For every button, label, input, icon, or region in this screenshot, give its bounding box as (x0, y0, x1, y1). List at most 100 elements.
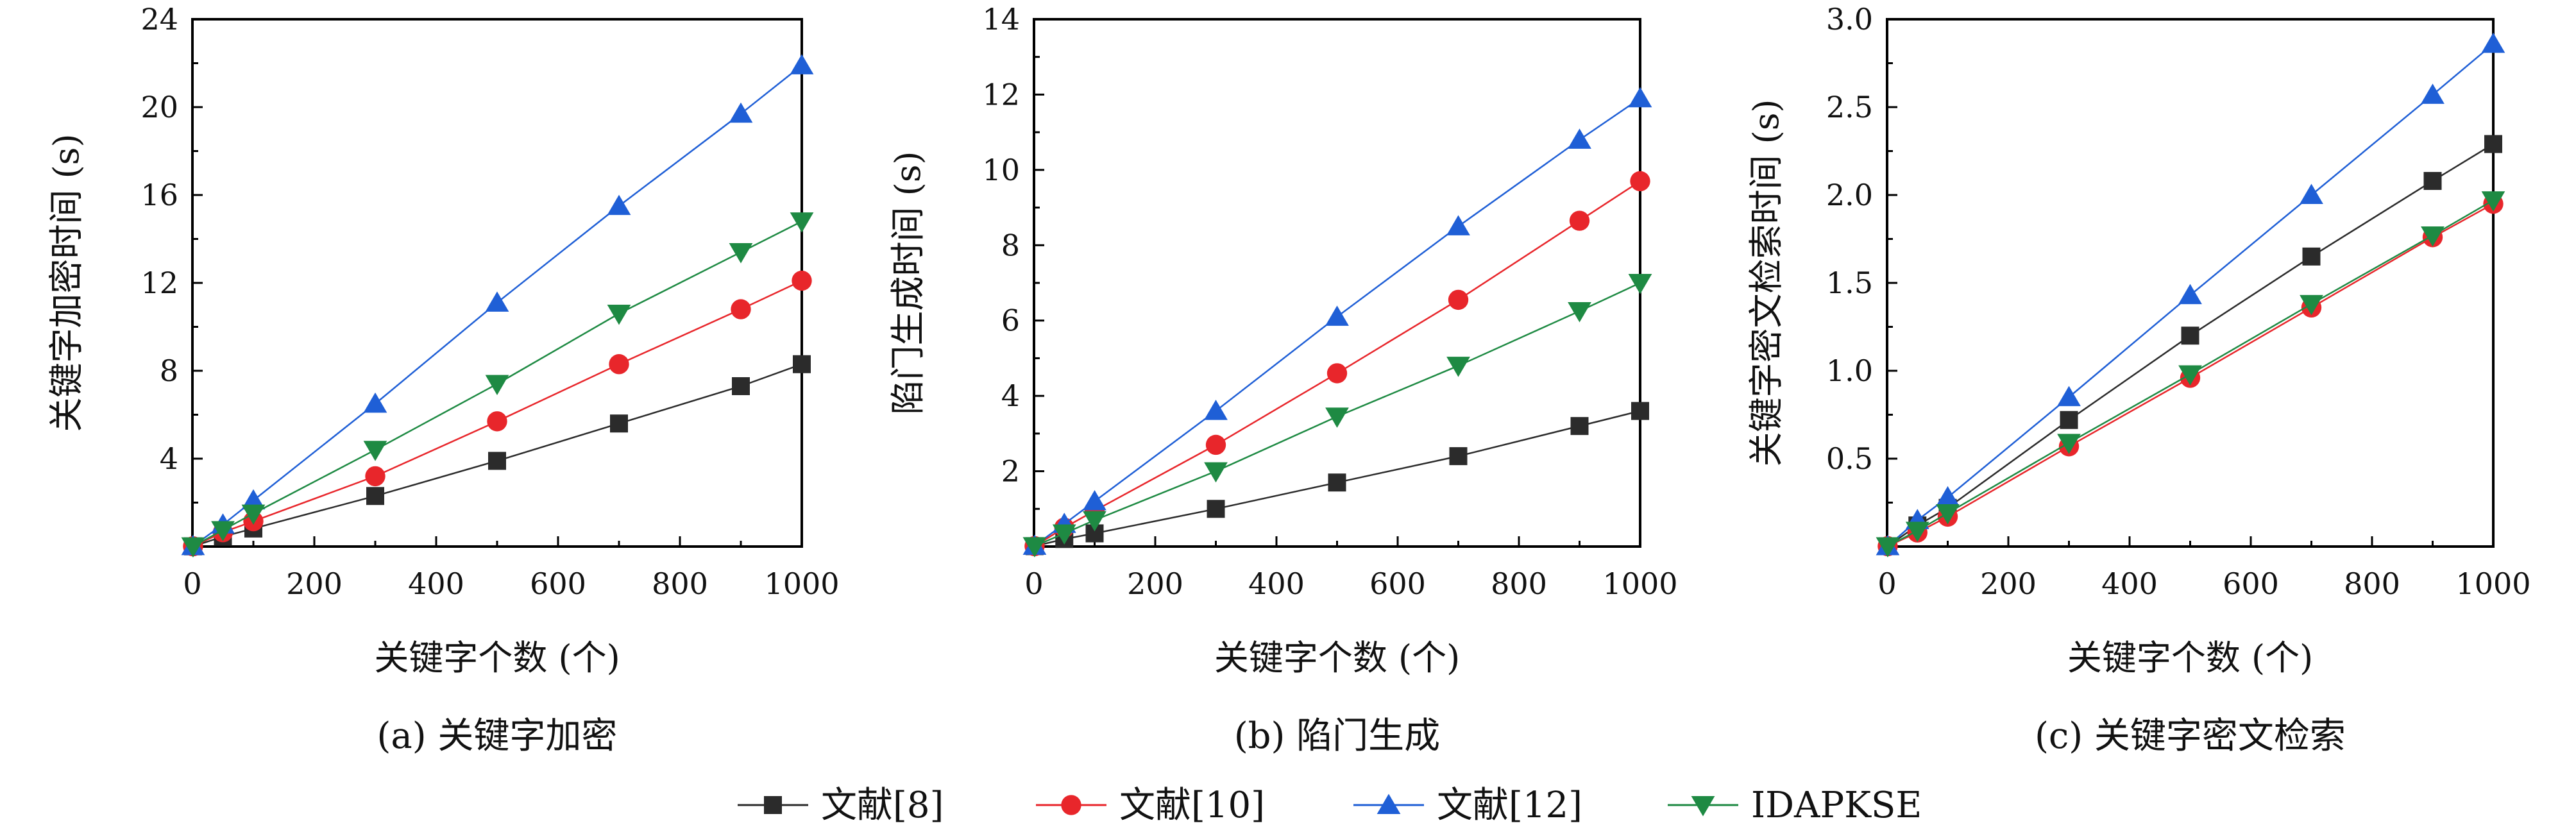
data-point-ref12 (485, 291, 509, 312)
legend-label: 文献[10] (1119, 785, 1265, 826)
y-tick-label: 2 (1001, 454, 1020, 489)
data-point-ref10 (1448, 289, 1469, 310)
y-tick-label: 24 (140, 2, 178, 37)
x-tick-label: 200 (1127, 566, 1183, 601)
series-line-ref12 (1034, 98, 1641, 547)
panel-caption: (c) 关键字密文检索 (2035, 715, 2346, 757)
data-point-idapkse (2300, 294, 2323, 316)
data-point-idapkse (1628, 274, 1652, 294)
data-point-ref8 (1207, 500, 1225, 518)
x-tick-label: 1000 (1602, 566, 1677, 601)
series-line-ref8 (1887, 143, 2494, 547)
data-point-idapkse (1568, 302, 1591, 323)
y-axis-label: 关键字密文检索时间 (s) (1746, 99, 1786, 466)
x-tick-label: 800 (2344, 566, 2400, 601)
y-tick-label: 12 (982, 77, 1020, 112)
data-point-ref8 (1631, 402, 1649, 420)
data-point-idapkse (2421, 226, 2445, 247)
legend-marker-ref12 (1377, 794, 1401, 814)
y-tick-label: 3.0 (1826, 2, 1873, 37)
x-tick-label: 200 (286, 566, 343, 601)
chart-panel-3: 0 200 400 600 800 1000 0.5 1.0 1.5 2.0 2.5 3.0 关键字个数… (1746, 2, 2531, 757)
y-tick-label: 1.0 (1826, 353, 1873, 388)
x-tick-label: 400 (1248, 566, 1305, 601)
data-point-ref12 (2481, 32, 2505, 53)
x-axis-label: 关键字个数 (个) (2067, 638, 2313, 678)
x-tick-label: 0 (1024, 566, 1043, 601)
data-point-idapkse (1876, 537, 1900, 557)
legend-marker-ref8 (764, 796, 782, 814)
data-point-ref12 (1628, 87, 1652, 108)
legend-marker-idapkse (1691, 796, 1715, 817)
data-point-idapkse (181, 537, 205, 558)
data-point-ref8 (366, 487, 384, 505)
data-point-ref8 (1449, 447, 1468, 466)
data-point-ref12 (2057, 386, 2081, 407)
data-point-ref10 (487, 411, 507, 432)
data-point-ref10 (365, 466, 386, 487)
y-tick-label: 6 (1001, 303, 1020, 338)
y-tick-label: 8 (160, 353, 178, 388)
series-line-ref12 (192, 64, 802, 547)
x-tick-label: 200 (1980, 566, 2037, 601)
x-tick-label: 1000 (764, 566, 839, 601)
x-tick-label: 400 (2101, 566, 2158, 601)
legend-item-ref8: 文献[8] (738, 785, 944, 826)
legend-label: 文献[12] (1437, 785, 1582, 826)
data-point-ref12 (2421, 83, 2445, 104)
series-ref12 (1022, 87, 1652, 555)
panel-caption: (a) 关键字加密 (377, 715, 618, 757)
data-point-idapkse (790, 212, 814, 233)
data-point-idapkse (1204, 462, 1228, 483)
data-point-ref8 (610, 414, 628, 433)
y-axis-label: 关键字加密时间 (s) (46, 133, 87, 432)
series-idapkse (1022, 274, 1652, 557)
data-point-idapkse (2057, 434, 2081, 454)
series-idapkse (181, 212, 814, 558)
legend: 文献[8] 文献[10] 文献[12] IDAPKSE (738, 785, 1922, 826)
data-point-ref10 (1205, 434, 1226, 455)
data-point-ref8 (488, 452, 506, 470)
chart-panel-2: 0 200 400 600 800 1000 2 4 6 8 10 12 14 关键字个数 (个) 陷门生成… (888, 2, 1678, 757)
x-tick-label: 600 (530, 566, 586, 601)
legend-marker-ref10 (1061, 795, 1081, 815)
data-point-idapkse (485, 375, 509, 396)
data-point-idapkse (211, 521, 235, 541)
x-tick-label: 800 (1491, 566, 1547, 601)
data-point-idapkse (729, 243, 753, 264)
data-point-ref12 (1936, 486, 1960, 507)
y-tick-label: 2.0 (1826, 178, 1873, 212)
data-point-idapkse (1022, 537, 1047, 557)
data-point-idapkse (1936, 504, 1960, 525)
y-tick-label: 20 (140, 90, 178, 124)
data-point-ref12 (1568, 128, 1591, 149)
data-point-ref10 (731, 299, 751, 319)
x-tick-label: 400 (408, 566, 464, 601)
data-point-ref10 (1569, 210, 1590, 231)
series-ref8 (1878, 135, 2502, 556)
y-tick-label: 2.5 (1826, 90, 1873, 124)
data-point-idapkse (241, 504, 266, 525)
data-point-idapkse (1325, 407, 1349, 428)
data-point-idapkse (363, 441, 387, 461)
series-ref12 (1876, 32, 2505, 556)
plot-frame (1886, 18, 2495, 548)
data-point-ref12 (363, 392, 387, 413)
legend-item-ref12: 文献[12] (1353, 785, 1582, 826)
y-tick-label: 14 (982, 2, 1020, 37)
y-tick-label: 16 (140, 178, 178, 212)
series-ref10 (183, 270, 812, 557)
x-axis-label: 关键字个数 (个) (374, 638, 620, 678)
data-point-ref8 (2484, 135, 2502, 153)
y-axis-label: 陷门生成时间 (s) (888, 151, 928, 414)
data-point-ref12 (607, 194, 631, 216)
data-point-ref12 (2300, 183, 2323, 204)
legend-item-ref10: 文献[10] (1036, 785, 1265, 826)
data-point-ref12 (1083, 490, 1106, 511)
y-tick-label: 0.5 (1826, 441, 1873, 476)
x-tick-label: 1000 (2455, 566, 2530, 601)
legend-label: IDAPKSE (1751, 785, 1922, 826)
x-tick-label: 0 (183, 566, 201, 601)
